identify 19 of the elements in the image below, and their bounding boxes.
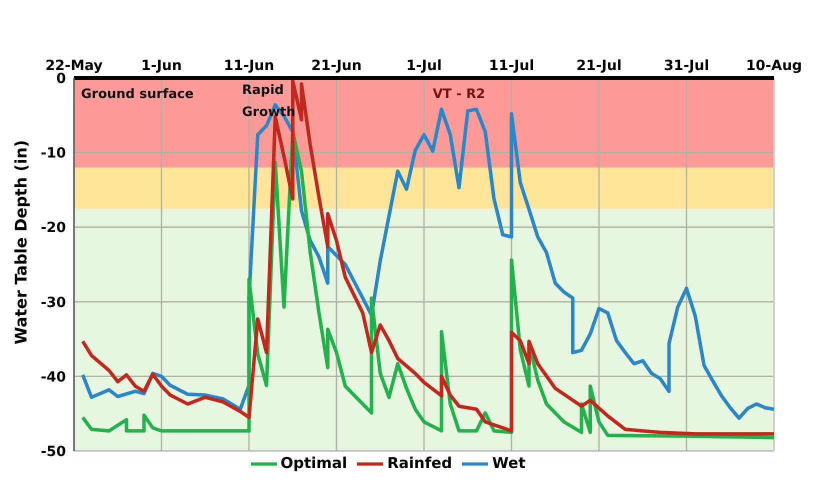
legend-label: Wet	[492, 454, 526, 472]
x-tick-label: 21-Jul	[576, 58, 622, 74]
y-axis-title: Water Table Depth (in)	[12, 140, 31, 344]
x-tick-label: 1-Jul	[406, 58, 442, 74]
annotation: Ground surface	[81, 86, 194, 104]
legend-label: Rainfed	[387, 454, 452, 472]
x-tick-label: 1-Jun	[141, 58, 182, 74]
annotation: VT - R2	[432, 86, 486, 104]
y-tick-label: -50	[40, 444, 66, 460]
x-tick-label: 10-Aug	[746, 58, 802, 74]
x-tick-label: 31-Jul	[664, 58, 710, 74]
y-tick-label: -30	[40, 294, 66, 311]
x-tick-label: 21-Jun	[311, 58, 362, 74]
legend-label: Optimal	[280, 454, 348, 472]
x-tick-label: 11-Jul	[488, 58, 534, 74]
y-tick-label: -40	[40, 369, 66, 386]
y-tick-label: -10	[40, 146, 66, 162]
y-tick-label: -20	[40, 220, 66, 236]
x-tick-label: 11-Jun	[224, 58, 274, 74]
